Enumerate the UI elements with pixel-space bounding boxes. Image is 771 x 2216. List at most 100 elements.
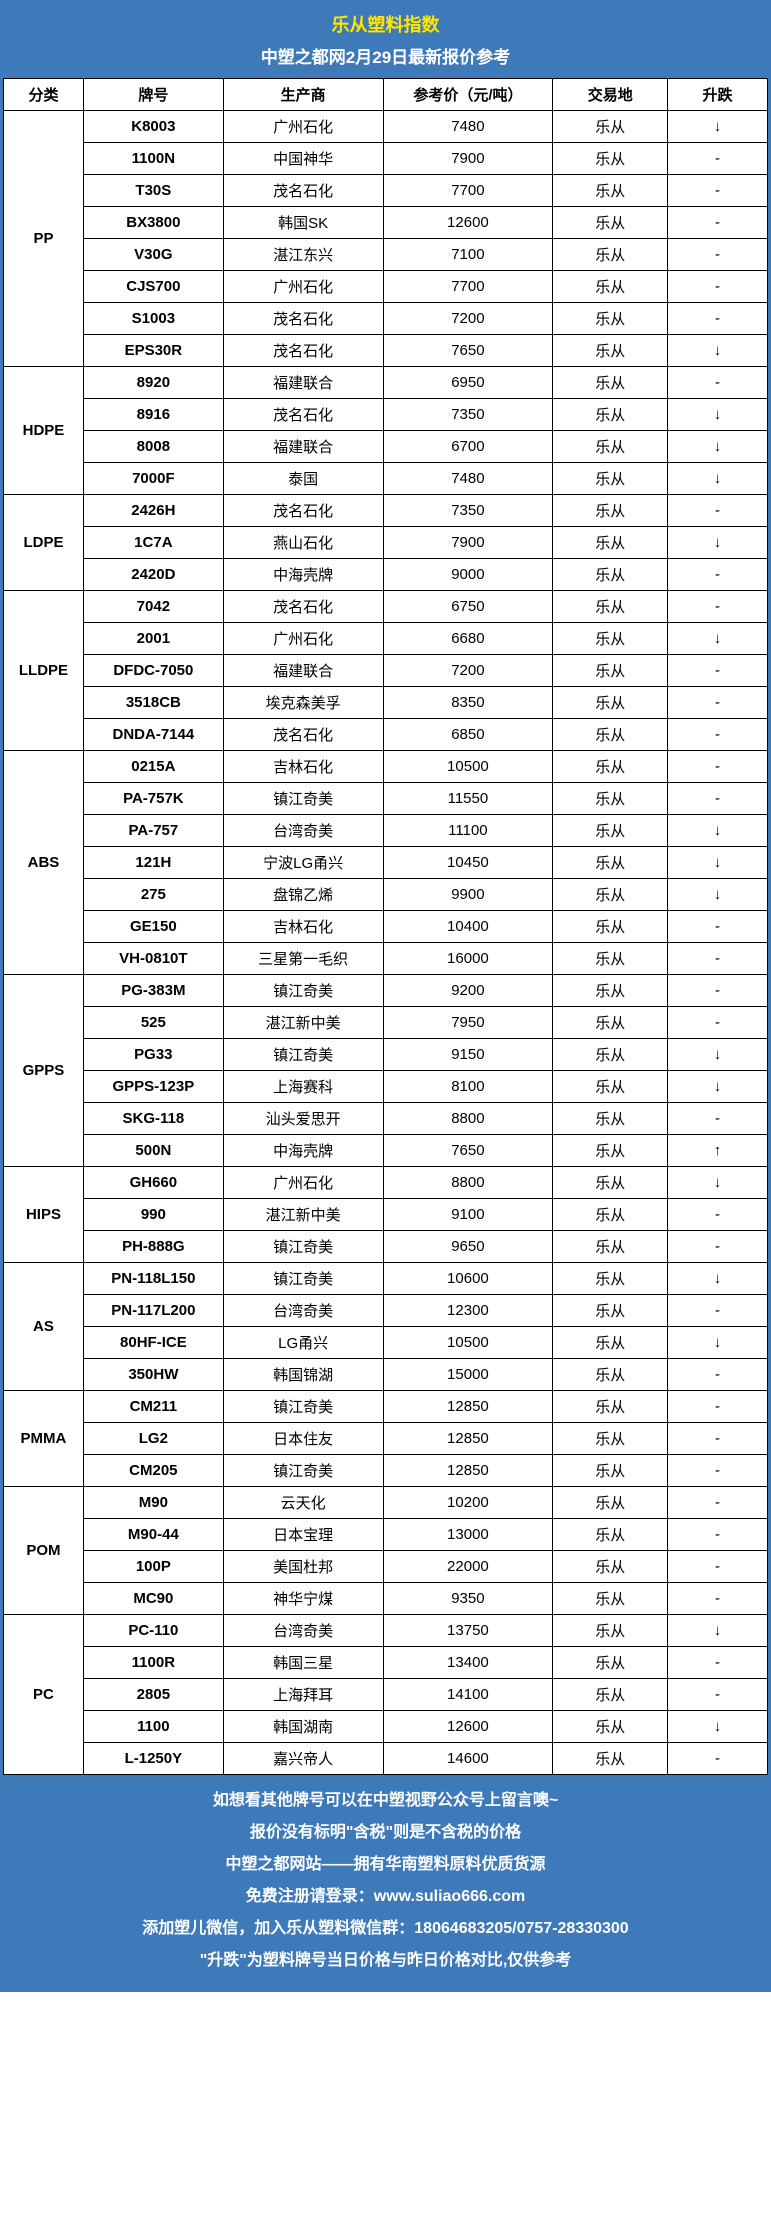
trend-cell: - [668,1455,768,1487]
trend-cell: - [668,751,768,783]
header-row: 分类 牌号 生产商 参考价（元/吨） 交易地 升跌 [4,79,768,111]
price-cell: 8800 [383,1103,553,1135]
trend-cell: - [668,367,768,399]
producer-cell: 美国杜邦 [223,1551,383,1583]
grade-cell: M90-44 [83,1519,223,1551]
location-cell: 乐从 [553,399,668,431]
producer-cell: 韩国三星 [223,1647,383,1679]
location-cell: 乐从 [553,687,668,719]
grade-cell: GPPS-123P [83,1071,223,1103]
trend-cell: - [668,719,768,751]
trend-cell: - [668,1551,768,1583]
trend-cell: ↓ [668,1615,768,1647]
grade-cell: PG-383M [83,975,223,1007]
grade-cell: CM205 [83,1455,223,1487]
col-producer: 生产商 [223,79,383,111]
table-row: HDPE8920福建联合6950乐从- [4,367,768,399]
price-cell: 12600 [383,207,553,239]
trend-cell: - [668,1199,768,1231]
grade-cell: CJS700 [83,271,223,303]
table-row: 1100N中国神华7900乐从- [4,143,768,175]
price-cell: 7200 [383,303,553,335]
price-cell: 7650 [383,1135,553,1167]
category-cell: HDPE [4,367,84,495]
grade-cell: 8916 [83,399,223,431]
grade-cell: DFDC-7050 [83,655,223,687]
grade-cell: PN-118L150 [83,1263,223,1295]
price-cell: 13750 [383,1615,553,1647]
location-cell: 乐从 [553,623,668,655]
location-cell: 乐从 [553,1007,668,1039]
table-row: ASPN-118L150镇江奇美10600乐从↓ [4,1263,768,1295]
producer-cell: 神华宁煤 [223,1583,383,1615]
location-cell: 乐从 [553,783,668,815]
price-cell: 14600 [383,1743,553,1775]
price-cell: 15000 [383,1359,553,1391]
grade-cell: S1003 [83,303,223,335]
price-cell: 9100 [383,1199,553,1231]
trend-cell: - [668,1231,768,1263]
trend-cell: ↓ [668,335,768,367]
location-cell: 乐从 [553,655,668,687]
price-cell: 7950 [383,1007,553,1039]
footer-line: 添加塑儿微信，加入乐从塑料微信群：18064683205/0757-283303… [3,1913,768,1945]
table-row: T30S茂名石化7700乐从- [4,175,768,207]
location-cell: 乐从 [553,719,668,751]
price-cell: 11100 [383,815,553,847]
grade-cell: 1100 [83,1711,223,1743]
trend-cell: - [668,1295,768,1327]
trend-cell: - [668,1743,768,1775]
price-cell: 8800 [383,1167,553,1199]
trend-cell: - [668,591,768,623]
grade-cell: 3518CB [83,687,223,719]
category-cell: LDPE [4,495,84,591]
location-cell: 乐从 [553,1199,668,1231]
price-cell: 12850 [383,1455,553,1487]
table-row: PG33镇江奇美9150乐从↓ [4,1039,768,1071]
trend-cell: ↓ [668,1167,768,1199]
col-category: 分类 [4,79,84,111]
price-cell: 10200 [383,1487,553,1519]
category-cell: PP [4,111,84,367]
trend-cell: - [668,911,768,943]
producer-cell: 台湾奇美 [223,1295,383,1327]
trend-cell: ↓ [668,879,768,911]
footer-line: 报价没有标明"含税"则是不含税的价格 [3,1817,768,1849]
price-cell: 7480 [383,111,553,143]
grade-cell: M90 [83,1487,223,1519]
producer-cell: 嘉兴帝人 [223,1743,383,1775]
price-cell: 9200 [383,975,553,1007]
location-cell: 乐从 [553,1391,668,1423]
table-row: 2805上海拜耳14100乐从- [4,1679,768,1711]
grade-cell: 80HF-ICE [83,1327,223,1359]
price-cell: 10500 [383,751,553,783]
price-cell: 7200 [383,655,553,687]
grade-cell: PA-757K [83,783,223,815]
category-cell: AS [4,1263,84,1391]
trend-cell: - [668,1359,768,1391]
producer-cell: 上海赛科 [223,1071,383,1103]
trend-cell: ↓ [668,1263,768,1295]
table-row: LG2日本住友12850乐从- [4,1423,768,1455]
trend-cell: - [668,783,768,815]
trend-cell: - [668,1391,768,1423]
grade-cell: BX3800 [83,207,223,239]
grade-cell: 2426H [83,495,223,527]
location-cell: 乐从 [553,1551,668,1583]
location-cell: 乐从 [553,527,668,559]
footer-line: "升跌"为塑料牌号当日价格与昨日价格对比,仅供参考 [3,1945,768,1977]
producer-cell: 镇江奇美 [223,1455,383,1487]
location-cell: 乐从 [553,975,668,1007]
table-row: PPK8003广州石化7480乐从↓ [4,111,768,143]
footer-line: 如想看其他牌号可以在中塑视野公众号上留言噢~ [3,1785,768,1817]
producer-cell: 吉林石化 [223,751,383,783]
grade-cell: PA-757 [83,815,223,847]
location-cell: 乐从 [553,367,668,399]
location-cell: 乐从 [553,1135,668,1167]
table-row: 350HW韩国锦湖15000乐从- [4,1359,768,1391]
producer-cell: 燕山石化 [223,527,383,559]
price-cell: 10600 [383,1263,553,1295]
producer-cell: 镇江奇美 [223,1391,383,1423]
grade-cell: 1100N [83,143,223,175]
grade-cell: LG2 [83,1423,223,1455]
